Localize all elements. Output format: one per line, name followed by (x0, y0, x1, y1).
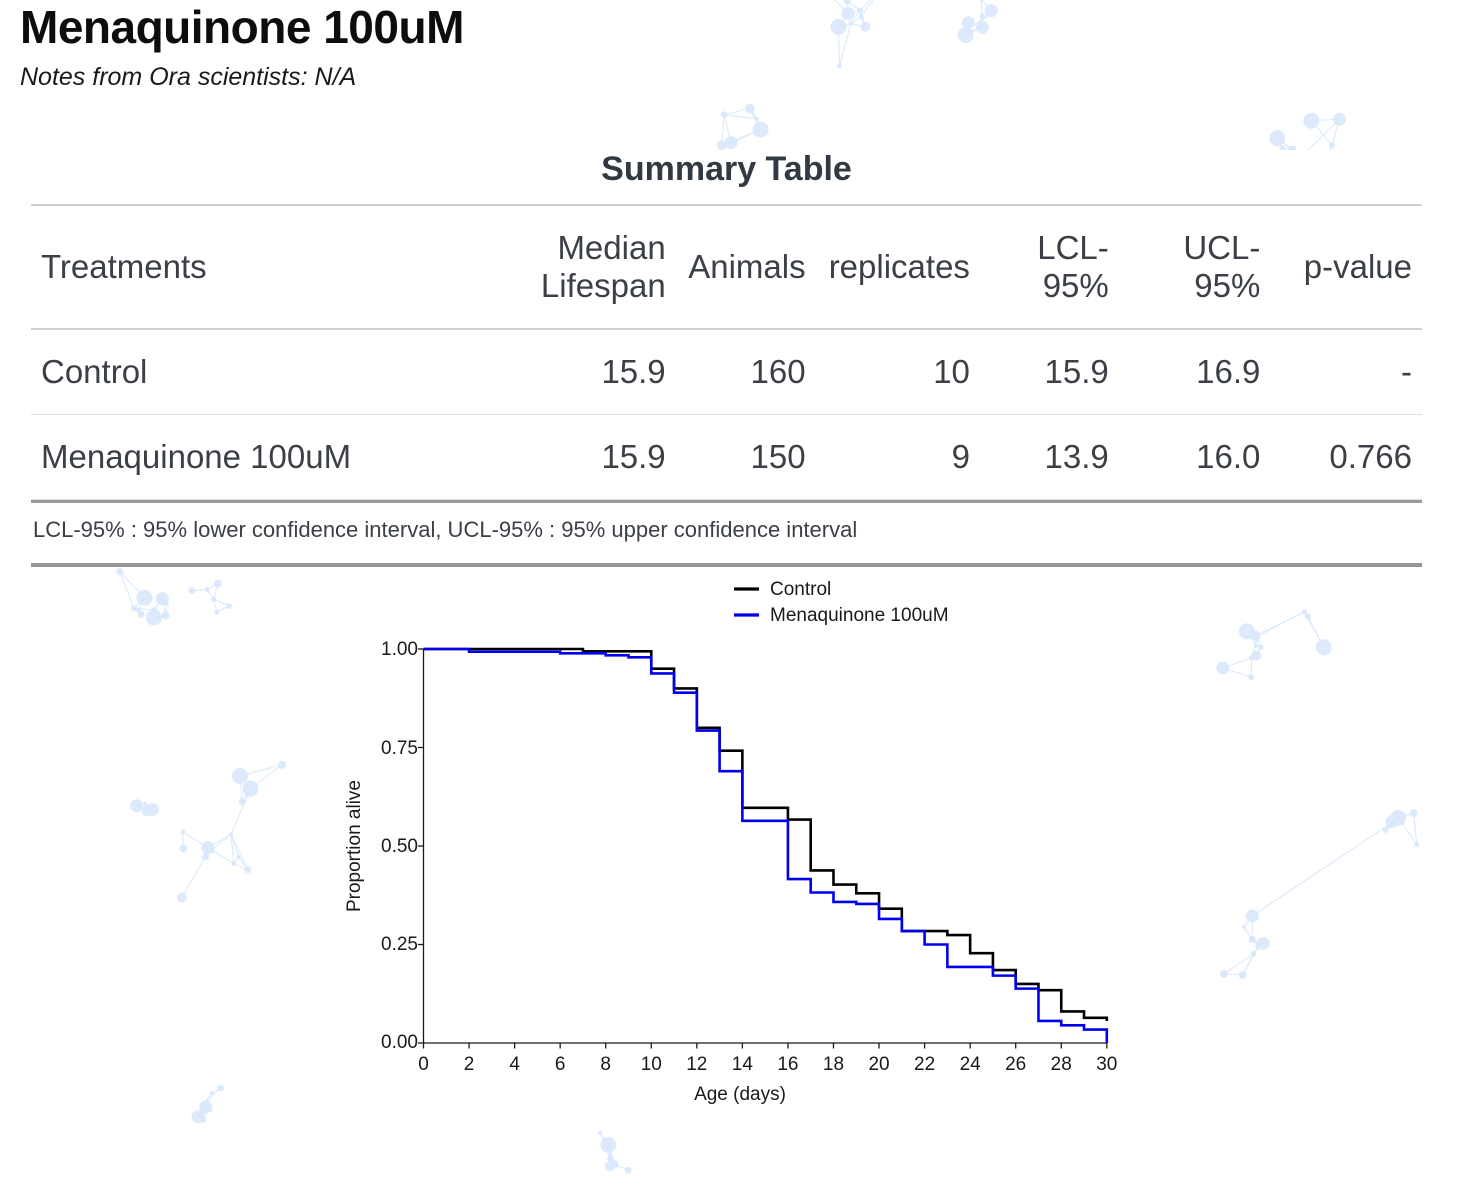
svg-text:0.50: 0.50 (381, 836, 418, 857)
svg-text:26: 26 (1005, 1054, 1026, 1075)
svg-text:22: 22 (914, 1054, 935, 1075)
svg-text:Menaquinone 100uM: Menaquinone 100uM (770, 605, 949, 626)
svg-text:0: 0 (418, 1054, 429, 1075)
svg-text:12: 12 (686, 1054, 707, 1075)
svg-text:24: 24 (960, 1054, 982, 1075)
svg-text:4: 4 (509, 1054, 520, 1075)
svg-text:20: 20 (868, 1054, 889, 1075)
svg-text:1.00: 1.00 (381, 639, 418, 660)
svg-text:16: 16 (777, 1054, 798, 1075)
svg-text:2: 2 (464, 1054, 475, 1075)
svg-text:10: 10 (641, 1054, 662, 1075)
svg-text:30: 30 (1096, 1054, 1117, 1075)
svg-text:0.00: 0.00 (381, 1032, 418, 1053)
svg-text:28: 28 (1051, 1054, 1072, 1075)
svg-text:Age (days): Age (days) (694, 1084, 786, 1105)
svg-text:Control: Control (770, 579, 831, 600)
svg-text:6: 6 (555, 1054, 566, 1075)
svg-text:8: 8 (600, 1054, 611, 1075)
svg-text:0.75: 0.75 (381, 738, 418, 759)
svg-text:0.25: 0.25 (381, 934, 418, 955)
svg-text:Proportion alive: Proportion alive (344, 780, 365, 912)
svg-text:18: 18 (823, 1054, 844, 1075)
svg-text:14: 14 (732, 1054, 754, 1075)
